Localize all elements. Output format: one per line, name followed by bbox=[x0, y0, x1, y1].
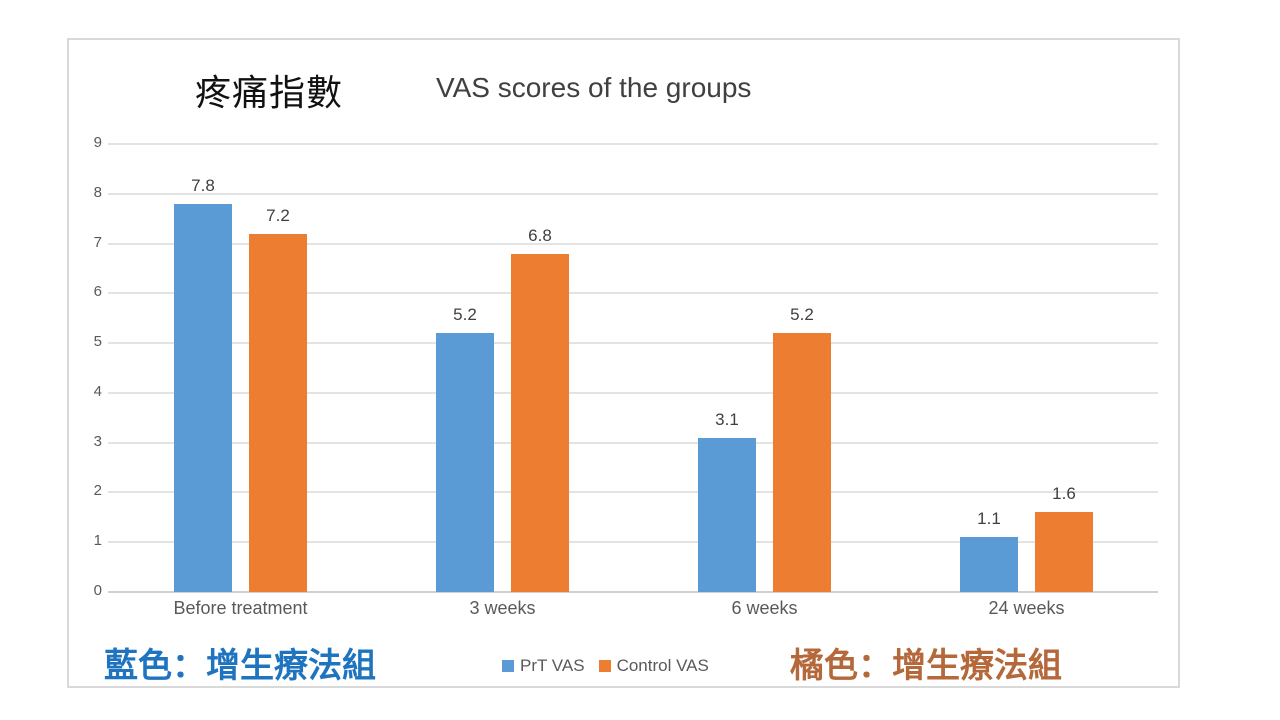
y-tick-label: 0 bbox=[93, 582, 102, 599]
y-tick-label: 5 bbox=[93, 333, 102, 351]
x-category-label: Before treatment bbox=[173, 598, 308, 618]
y-tick-label: 6 bbox=[93, 283, 102, 301]
x-category-label: 24 weeks bbox=[988, 598, 1065, 618]
data-label: 5.2 bbox=[790, 305, 814, 325]
gridline bbox=[108, 242, 1158, 245]
bar-prt bbox=[174, 203, 232, 592]
gridline bbox=[108, 591, 1158, 593]
legend: PrT VAS Control VAS bbox=[502, 656, 709, 676]
gridline bbox=[108, 342, 1158, 345]
chart-title-chinese: 疼痛指數 bbox=[195, 73, 344, 114]
y-tick-label: 4 bbox=[93, 382, 102, 400]
gridline bbox=[108, 292, 1158, 295]
y-tick-label: 1 bbox=[93, 532, 102, 550]
gridline bbox=[108, 541, 1158, 544]
legend-swatch-prt bbox=[502, 660, 514, 672]
chart-title: VAS scores of the groups bbox=[436, 72, 752, 103]
legend-swatch-control bbox=[598, 660, 611, 672]
bar-prt bbox=[960, 537, 1018, 592]
y-tick-label: 9 bbox=[93, 134, 102, 151]
y-tick-label: 3 bbox=[93, 432, 102, 450]
data-label: 3.1 bbox=[715, 409, 739, 429]
bar-prt bbox=[436, 333, 494, 592]
data-label: 1.6 bbox=[1052, 484, 1076, 504]
gridline bbox=[108, 441, 1158, 444]
bar-control bbox=[1035, 512, 1093, 592]
y-tick-label: 8 bbox=[93, 183, 102, 201]
legend-label-control: Control VAS bbox=[616, 656, 709, 675]
bar-control bbox=[249, 233, 307, 592]
gridline bbox=[108, 391, 1158, 394]
x-category-label: 6 weeks bbox=[731, 598, 798, 618]
data-label: 1.1 bbox=[977, 509, 1001, 529]
x-category-label: 3 weeks bbox=[469, 598, 536, 618]
y-tick-label: 7 bbox=[93, 233, 102, 251]
bar-prt bbox=[698, 437, 756, 592]
annotation-orange-group: 橘色：增生療法組 bbox=[790, 646, 1062, 686]
annotation-blue-group: 藍色：增生療法組 bbox=[104, 646, 376, 686]
gridline bbox=[108, 143, 1158, 145]
legend-label-prt: PrT VAS bbox=[520, 656, 585, 675]
gridline bbox=[108, 491, 1158, 494]
bar-control bbox=[511, 253, 569, 592]
bar-control bbox=[773, 333, 831, 592]
y-tick-label: 2 bbox=[93, 482, 102, 500]
data-label: 6.8 bbox=[528, 225, 552, 245]
gridline bbox=[108, 192, 1158, 195]
data-label: 5.2 bbox=[453, 305, 477, 325]
data-label: 7.2 bbox=[266, 205, 290, 225]
data-label: 7.8 bbox=[191, 175, 215, 195]
